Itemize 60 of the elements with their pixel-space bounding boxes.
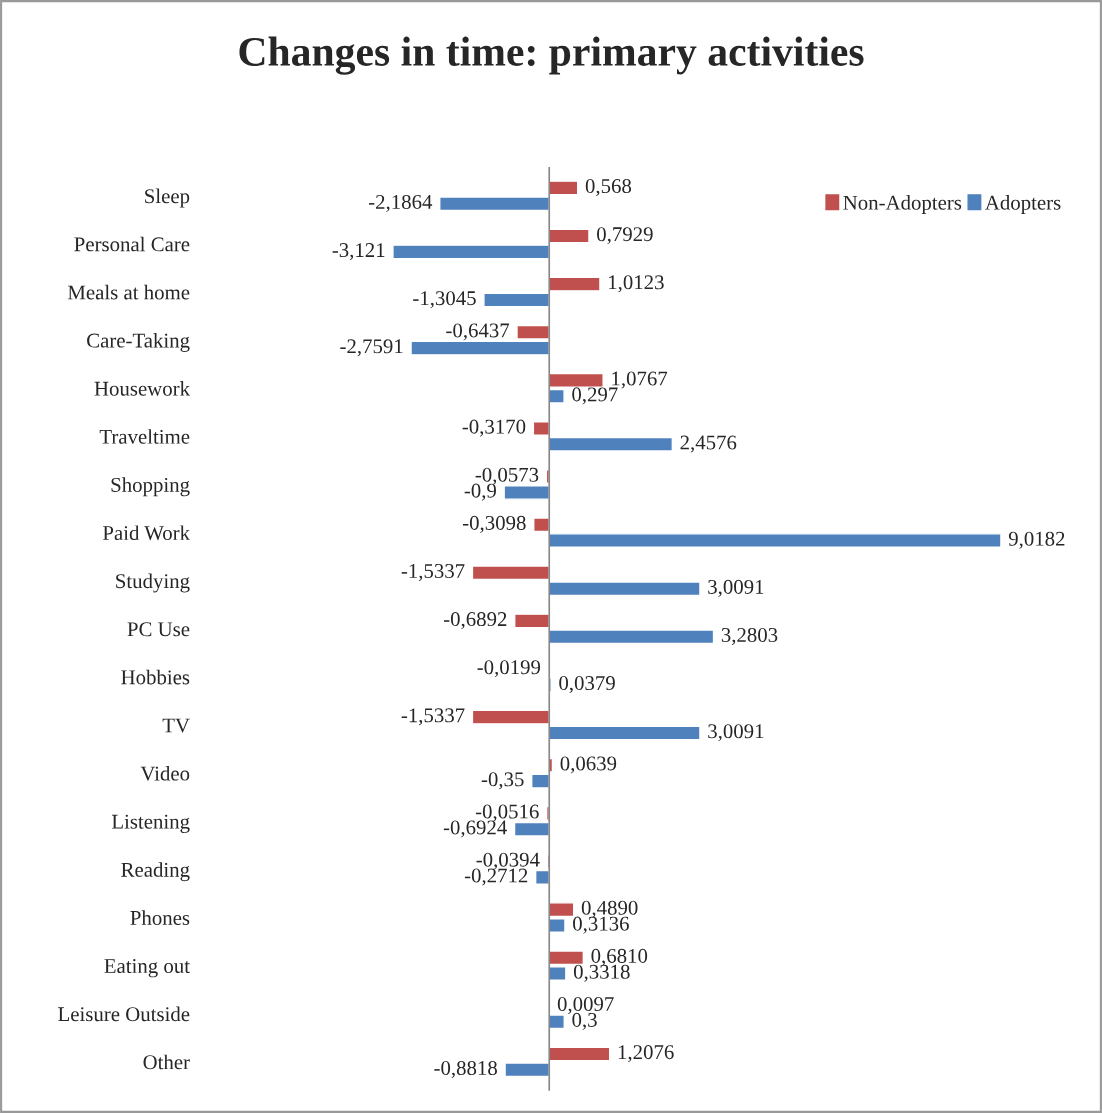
data-label: -0,6437: [446, 323, 510, 341]
data-label: 0,7929: [597, 227, 653, 245]
y-tick-label: Personal Care: [74, 236, 190, 252]
data-label: 0,3136: [573, 916, 629, 934]
data-label: -0,3170: [462, 419, 526, 437]
y-tick-label: Listening: [111, 814, 190, 833]
data-label: 0,3: [572, 1012, 597, 1030]
y-tick-label: Other: [143, 1054, 190, 1070]
data-label: 1,0767: [612, 371, 668, 389]
y-tick-label: Paid Work: [102, 525, 191, 541]
y-tick-label: Video: [140, 765, 190, 781]
y-tick-label: Leisure Outside: [58, 1006, 190, 1022]
data-label: 0,0639: [560, 756, 617, 774]
data-label: 0,0097: [557, 996, 614, 1015]
data-label: -1,3045: [413, 291, 476, 309]
data-label: 0,568: [585, 179, 632, 197]
data-label: -0,9: [464, 483, 497, 501]
y-tick-label: Reading: [121, 862, 190, 882]
data-label: 3,0091: [708, 579, 764, 597]
data-label: -2,7591: [340, 339, 403, 357]
data-label: -0,6892: [443, 612, 507, 630]
data-label: 1,0123: [609, 275, 664, 293]
y-tick-label: Studying: [116, 573, 190, 593]
y-tick-label: Shopping: [111, 477, 190, 497]
y-tick-label: Phones: [130, 910, 190, 925]
data-label: -0,8818: [434, 1060, 497, 1079]
y-tick-label: Traveltime: [99, 429, 190, 444]
data-label: 0,6810: [591, 948, 648, 966]
data-label: -0,6924: [443, 820, 507, 838]
data-label: 0,297: [572, 387, 618, 405]
y-tick-label: PC Use: [127, 622, 190, 637]
y-tick-label: Care-Taking: [87, 332, 190, 352]
y-tick-label: TV: [162, 718, 190, 733]
data-label: 3,0091: [708, 724, 764, 742]
data-label: -0,3098: [462, 515, 526, 533]
data-label: 0,3318: [573, 964, 630, 982]
y-tick-label: Sleep: [145, 188, 190, 208]
y-tick-label: Eating out: [104, 959, 190, 978]
data-label: -0,0516: [475, 804, 539, 822]
data-label: 2,4576: [680, 435, 737, 453]
data-label: -0,35: [481, 772, 524, 790]
legend-label: Adopters: [985, 195, 1061, 214]
y-tick-label: Hobbies: [121, 669, 190, 685]
data-label: -0,0199: [477, 660, 541, 678]
data-label: -3,121: [332, 243, 385, 261]
data-label: -1,5337: [401, 564, 465, 582]
data-label: -1,5337: [401, 708, 465, 726]
data-label: -0,0394: [476, 852, 540, 870]
data-label: 1,2076: [618, 1045, 674, 1063]
data-label: 9,0182: [1008, 531, 1065, 549]
data-label: 0,4890: [581, 900, 638, 918]
y-tick-label: Meals at home: [67, 284, 190, 300]
data-label: -2,1864: [368, 194, 433, 212]
legend-label: Non-Adopters: [843, 195, 962, 214]
data-label: 0,0379: [559, 676, 615, 694]
data-label: -0,2712: [464, 868, 528, 886]
data-label: 3,2803: [721, 627, 778, 645]
data-label: -0,0573: [475, 467, 539, 485]
y-tick-label: Housework: [94, 381, 191, 396]
chart-title: Changes in time: primary activities: [239, 36, 864, 75]
